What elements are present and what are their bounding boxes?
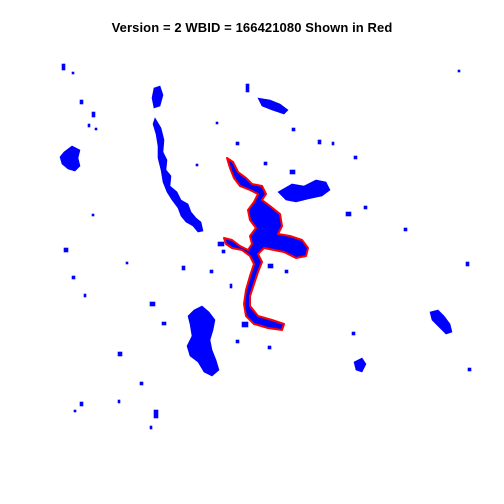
- highlighted-lake-outline: [223, 157, 309, 331]
- water-body-south-lake: [186, 305, 220, 377]
- highlighted-water-body: [223, 157, 309, 331]
- map-title: Version = 2 WBID = 166421080 Shown in Re…: [111, 20, 393, 35]
- water-body-east-lake: [277, 179, 331, 203]
- water-body-north-lake: [257, 97, 289, 115]
- water-body-east-pond: [429, 309, 453, 335]
- water-body-se-pond: [353, 357, 367, 373]
- water-body-west-river: [152, 117, 204, 233]
- other-water-bodies: [59, 63, 472, 430]
- water-body-nw-lake: [151, 85, 164, 109]
- water-body-west-lake: [59, 145, 81, 172]
